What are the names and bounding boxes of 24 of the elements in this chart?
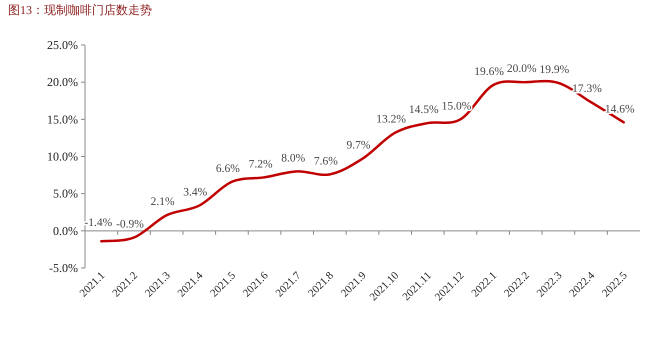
- data-label: 6.6%: [216, 162, 240, 175]
- y-tick-label: -5.0%: [49, 261, 78, 275]
- data-label: 19.6%: [474, 66, 504, 78]
- data-label: 2.1%: [150, 196, 176, 208]
- data-label: 3.4%: [183, 186, 208, 199]
- data-label: 14.5%: [408, 104, 440, 116]
- data-label: 7.6%: [314, 155, 338, 168]
- data-label: 14.6%: [604, 103, 635, 116]
- y-tick-label: 0.0%: [53, 224, 78, 238]
- data-label: 7.2%: [248, 158, 273, 170]
- data-label: 20.0%: [506, 63, 537, 76]
- y-tick-label: 15.0%: [47, 112, 78, 126]
- y-tick-label: 20.0%: [47, 75, 78, 90]
- data-label: 17.3%: [572, 83, 602, 96]
- y-tick-label: 25.0%: [47, 38, 78, 52]
- data-label: 19.9%: [540, 64, 570, 76]
- data-label: 13.2%: [376, 114, 406, 126]
- data-label: 8.0%: [281, 152, 306, 164]
- data-label: 15.0%: [442, 100, 472, 112]
- data-label: -0.9%: [116, 218, 144, 231]
- data-label: 9.7%: [346, 140, 371, 152]
- title: 图13：现制咖啡门店数走势: [8, 3, 152, 17]
- y-tick-label: 5.0%: [53, 186, 78, 201]
- y-tick-label: 10.0%: [47, 150, 78, 164]
